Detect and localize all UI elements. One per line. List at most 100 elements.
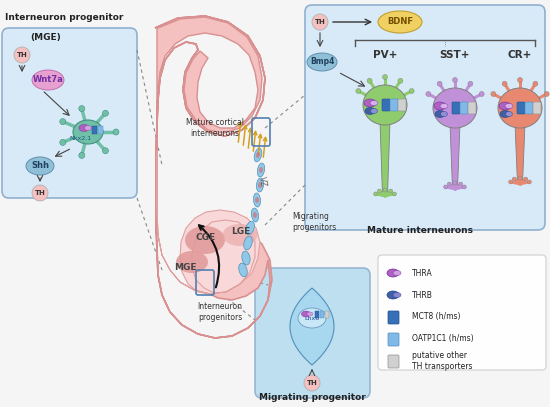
Circle shape: [512, 177, 516, 181]
Circle shape: [14, 47, 30, 63]
Circle shape: [367, 78, 372, 83]
Ellipse shape: [498, 88, 542, 128]
FancyBboxPatch shape: [468, 102, 476, 114]
Circle shape: [373, 192, 378, 196]
Circle shape: [447, 182, 451, 186]
Circle shape: [304, 375, 320, 391]
Text: VZ: VZ: [257, 176, 267, 188]
FancyBboxPatch shape: [390, 99, 398, 111]
Circle shape: [444, 185, 448, 189]
Circle shape: [544, 92, 549, 96]
Text: Interneuron
progenitors: Interneuron progenitors: [197, 302, 243, 322]
Circle shape: [518, 176, 522, 180]
Ellipse shape: [26, 157, 54, 175]
Ellipse shape: [223, 224, 257, 246]
FancyBboxPatch shape: [388, 311, 399, 324]
Circle shape: [389, 189, 393, 193]
Circle shape: [463, 185, 466, 189]
Circle shape: [409, 88, 414, 94]
FancyBboxPatch shape: [460, 102, 468, 114]
FancyBboxPatch shape: [2, 28, 137, 198]
Text: CR+: CR+: [508, 50, 532, 60]
Text: Wnt7a: Wnt7a: [32, 76, 63, 85]
Text: MCT8 (h/ms): MCT8 (h/ms): [412, 313, 460, 322]
Text: Shh: Shh: [31, 162, 49, 171]
FancyBboxPatch shape: [525, 102, 533, 114]
Circle shape: [524, 177, 528, 181]
FancyBboxPatch shape: [398, 99, 406, 111]
Text: OATP1C1 (h/ms): OATP1C1 (h/ms): [412, 335, 474, 344]
Text: PV+: PV+: [373, 50, 397, 60]
Circle shape: [509, 180, 513, 184]
Circle shape: [453, 181, 457, 185]
Circle shape: [426, 92, 431, 96]
Text: Migrating progenitor: Migrating progenitor: [258, 394, 365, 403]
Polygon shape: [157, 17, 262, 150]
Circle shape: [533, 81, 538, 86]
Circle shape: [356, 88, 361, 94]
Polygon shape: [157, 150, 260, 294]
Text: (MGE): (MGE): [30, 33, 60, 42]
Ellipse shape: [244, 236, 252, 250]
Text: putative other
TH transporters: putative other TH transporters: [412, 351, 472, 371]
Text: TH: TH: [16, 52, 28, 58]
Polygon shape: [515, 124, 525, 184]
Polygon shape: [380, 121, 390, 196]
Ellipse shape: [256, 178, 263, 192]
Ellipse shape: [435, 110, 445, 118]
FancyBboxPatch shape: [452, 102, 460, 114]
Ellipse shape: [185, 226, 225, 254]
Circle shape: [437, 81, 442, 86]
Circle shape: [312, 14, 328, 30]
Text: SST+: SST+: [440, 50, 470, 60]
Circle shape: [382, 74, 388, 79]
Text: Mature cortical
interneurons: Mature cortical interneurons: [186, 118, 244, 138]
FancyBboxPatch shape: [388, 333, 399, 346]
Ellipse shape: [387, 291, 399, 299]
Text: THRB: THRB: [412, 291, 433, 300]
Text: Lhx6: Lhx6: [305, 315, 320, 320]
Ellipse shape: [73, 120, 103, 144]
Ellipse shape: [364, 99, 376, 107]
Polygon shape: [290, 288, 334, 365]
Ellipse shape: [254, 148, 262, 162]
Ellipse shape: [440, 103, 448, 109]
Ellipse shape: [441, 112, 448, 116]
FancyBboxPatch shape: [378, 255, 546, 370]
Text: TH: TH: [307, 380, 317, 386]
Circle shape: [398, 78, 403, 83]
Ellipse shape: [307, 312, 313, 316]
Bar: [320, 311, 324, 318]
Ellipse shape: [370, 101, 378, 105]
Ellipse shape: [433, 88, 477, 128]
FancyBboxPatch shape: [382, 99, 390, 111]
Ellipse shape: [393, 271, 401, 276]
Text: THRA: THRA: [412, 269, 433, 278]
Ellipse shape: [85, 125, 91, 131]
Text: Migrating
progenitors: Migrating progenitors: [292, 212, 336, 232]
Circle shape: [32, 185, 48, 201]
FancyBboxPatch shape: [533, 102, 541, 114]
Ellipse shape: [242, 251, 250, 265]
FancyBboxPatch shape: [517, 102, 525, 114]
Circle shape: [453, 77, 458, 83]
Text: BDNF: BDNF: [387, 18, 413, 26]
Ellipse shape: [79, 125, 89, 131]
Ellipse shape: [245, 221, 255, 235]
Ellipse shape: [32, 70, 64, 90]
Bar: [315, 311, 319, 318]
Text: Bmp4: Bmp4: [310, 57, 334, 66]
Text: Nkx2.1: Nkx2.1: [69, 136, 91, 142]
Circle shape: [392, 192, 397, 196]
Text: CGE: CGE: [196, 234, 216, 243]
Text: LGE: LGE: [232, 228, 251, 236]
Polygon shape: [450, 124, 460, 189]
Ellipse shape: [254, 193, 261, 207]
Ellipse shape: [176, 251, 208, 273]
Ellipse shape: [363, 85, 407, 125]
Ellipse shape: [371, 109, 377, 114]
Circle shape: [518, 77, 522, 83]
Ellipse shape: [258, 182, 262, 188]
Text: Interneuron progenitor: Interneuron progenitor: [5, 13, 123, 22]
Circle shape: [377, 189, 381, 193]
